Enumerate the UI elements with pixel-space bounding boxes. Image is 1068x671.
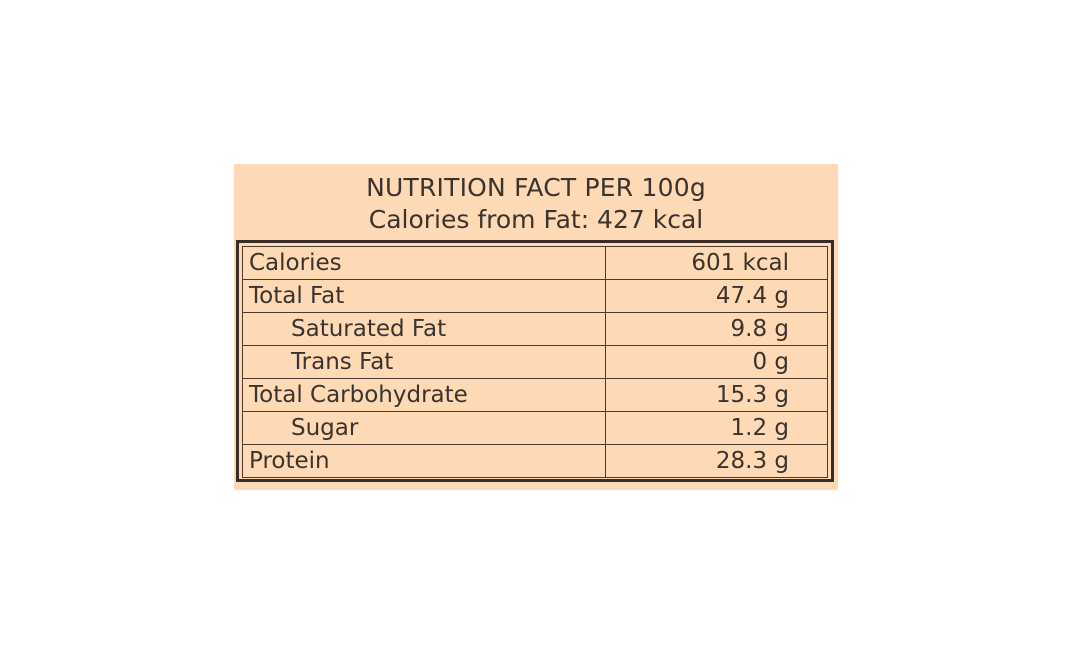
row-label-trans-fat: Trans Fat bbox=[242, 345, 606, 379]
row-label-protein: Protein bbox=[242, 444, 606, 478]
row-value-saturated-fat: 9.8 g bbox=[605, 312, 828, 346]
calories-from-fat: Calories from Fat: 427 kcal bbox=[368, 205, 704, 234]
row-label-sugar: Sugar bbox=[242, 411, 606, 445]
row-label-total-carbohydrate: Total Carbohydrate bbox=[242, 378, 606, 412]
row-value-total-fat: 47.4 g bbox=[605, 279, 828, 313]
table-row: Trans Fat 0 g bbox=[242, 345, 828, 379]
table-row: Sugar 1.2 g bbox=[242, 411, 828, 445]
table-row: Total Carbohydrate 15.3 g bbox=[242, 378, 828, 412]
row-label-saturated-fat: Saturated Fat bbox=[242, 312, 606, 346]
row-value-trans-fat: 0 g bbox=[605, 345, 828, 379]
table-row: Saturated Fat 9.8 g bbox=[242, 312, 828, 346]
nutrition-title: NUTRITION FACT PER 100g bbox=[366, 173, 706, 202]
table-row: Protein 28.3 g bbox=[242, 444, 828, 478]
table-row: Total Fat 47.4 g bbox=[242, 279, 828, 313]
nutrition-table: Calories 601 kcal Total Fat 47.4 g Satur… bbox=[242, 246, 828, 478]
row-value-sugar: 1.2 g bbox=[605, 411, 828, 445]
table-row: Calories 601 kcal bbox=[242, 246, 828, 280]
row-value-calories: 601 kcal bbox=[605, 246, 828, 280]
row-label-total-fat: Total Fat bbox=[242, 279, 606, 313]
row-label-calories: Calories bbox=[242, 246, 606, 280]
nutrition-facts-panel: NUTRITION FACT PER 100g Calories from Fa… bbox=[234, 164, 838, 490]
nutrition-table-frame: Calories 601 kcal Total Fat 47.4 g Satur… bbox=[236, 240, 834, 482]
row-value-protein: 28.3 g bbox=[605, 444, 828, 478]
row-value-total-carbohydrate: 15.3 g bbox=[605, 378, 828, 412]
